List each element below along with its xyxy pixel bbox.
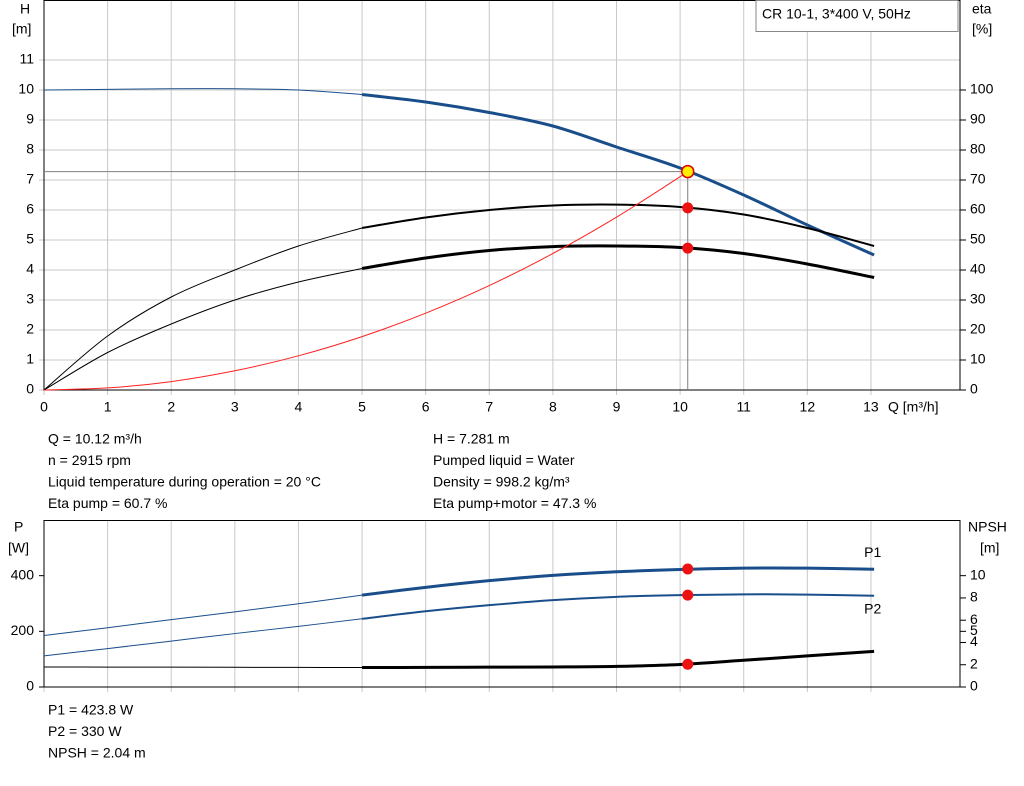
annotation: H = 7.281 m [433,431,510,447]
y2-axis-label: eta [972,1,992,17]
annotation: Eta pump = 60.7 % [48,495,167,511]
x-tick-label: 12 [800,399,816,415]
y2-tick-label: 5 [970,622,978,638]
x-tick-label: 3 [231,399,239,415]
y-tick-label: 11 [19,51,34,67]
x-tick-label: 7 [485,399,493,415]
series-line [43,171,689,391]
y2-tick-label: 10 [970,566,986,582]
operating-point [682,563,694,575]
y2-tick-label: 0 [970,678,978,694]
annotation: n = 2915 rpm [48,452,131,468]
x-tick-label: 5 [358,399,366,415]
y-tick-label: 200 [11,622,35,638]
y2-tick-label: 2 [970,655,978,671]
y-axis-unit: [W] [8,540,29,556]
x-tick-label: 10 [672,399,688,415]
operating-point [680,164,695,179]
y-axis-label: P [14,519,23,535]
y2-tick-label: 60 [970,201,986,217]
y-tick-label: 0 [26,381,34,397]
y2-tick-label: 0 [970,381,978,397]
operating-point [682,589,694,601]
y-tick-label: 3 [26,291,34,307]
y-tick-label: 10 [18,81,34,97]
x-axis-label: Q [m³/h] [888,399,939,415]
y-tick-label: 7 [26,171,34,187]
plot-frame [43,520,961,688]
plot-frame [43,0,961,391]
x-tick-label: 6 [422,399,430,415]
annotation: P2 = 330 W [48,723,122,739]
annotation: Pumped liquid = Water [433,452,575,468]
x-tick-label: 0 [40,399,48,415]
y-tick-label: 6 [26,201,34,217]
y2-tick-label: 20 [970,321,986,337]
annotation: Density = 998.2 kg/m³ [433,474,570,490]
x-tick-label: 11 [736,399,751,415]
y2-axis-unit: [m] [980,540,999,556]
plots: 0 1 2 3 4 5 6 7 8 9 10 11 12 130123456789101101020304… [11,0,994,694]
annotation: Liquid temperature during operation = 20… [48,474,321,490]
y-tick-label: 4 [26,261,34,277]
y-tick-label: 9 [26,111,34,127]
operating-point [682,202,694,214]
y-tick-label: 400 [11,566,35,582]
annotation: P1 = 423.8 W [48,702,134,718]
y2-tick-label: 90 [970,111,986,127]
y-tick-label: 1 [26,351,34,367]
x-tick-label: 1 [104,399,112,415]
series-line [43,88,363,95]
x-tick-label: 8 [549,399,557,415]
series-line [43,618,363,657]
y2-axis-label: NPSH [968,519,1007,535]
series-line [43,268,363,391]
y2-tick-label: 8 [970,589,978,605]
y2-tick-label: 80 [970,141,986,157]
x-tick-label: 4 [295,399,303,415]
series-line [43,594,363,637]
legend-label: P2 [864,600,881,616]
annotation: Eta pump+motor = 47.3 % [433,495,596,511]
y2-tick-label: 30 [970,291,986,307]
y2-tick-label: 70 [970,171,986,187]
series-line [43,666,363,669]
annotation: Q = 10.12 m³/h [48,431,142,447]
x-tick-label: 9 [613,399,621,415]
y-tick-label: 0 [26,678,34,694]
series-line [43,227,363,391]
y2-tick-label: 4 [970,633,978,649]
y2-tick-label: 6 [970,611,978,627]
y-tick-label: 2 [26,321,34,337]
y-axis-label: H [20,1,30,17]
series-line [361,93,875,257]
series-line [361,593,875,620]
y-tick-label: 5 [26,231,34,247]
x-tick-label: 13 [863,399,879,415]
y2-tick-label: 40 [970,261,986,277]
y2-tick-label: 100 [970,81,994,97]
y-axis-unit: [m] [12,21,31,37]
legend-label: P1 [864,544,881,560]
info-box-text: CR 10-1, 3*400 V, 50Hz [762,6,911,22]
operating-point [682,242,694,254]
series-line [361,203,875,247]
series-line [361,244,875,279]
series-line [362,649,875,670]
operating-point [682,658,694,670]
y2-tick-label: 50 [970,231,986,247]
y2-tick-label: 10 [970,351,986,367]
x-tick-label: 2 [167,399,175,415]
annotation: NPSH = 2.04 m [48,745,146,761]
series-line [361,566,875,597]
info-box [755,0,959,32]
y2-axis-unit: [%] [972,21,992,37]
y-tick-label: 8 [26,141,34,157]
